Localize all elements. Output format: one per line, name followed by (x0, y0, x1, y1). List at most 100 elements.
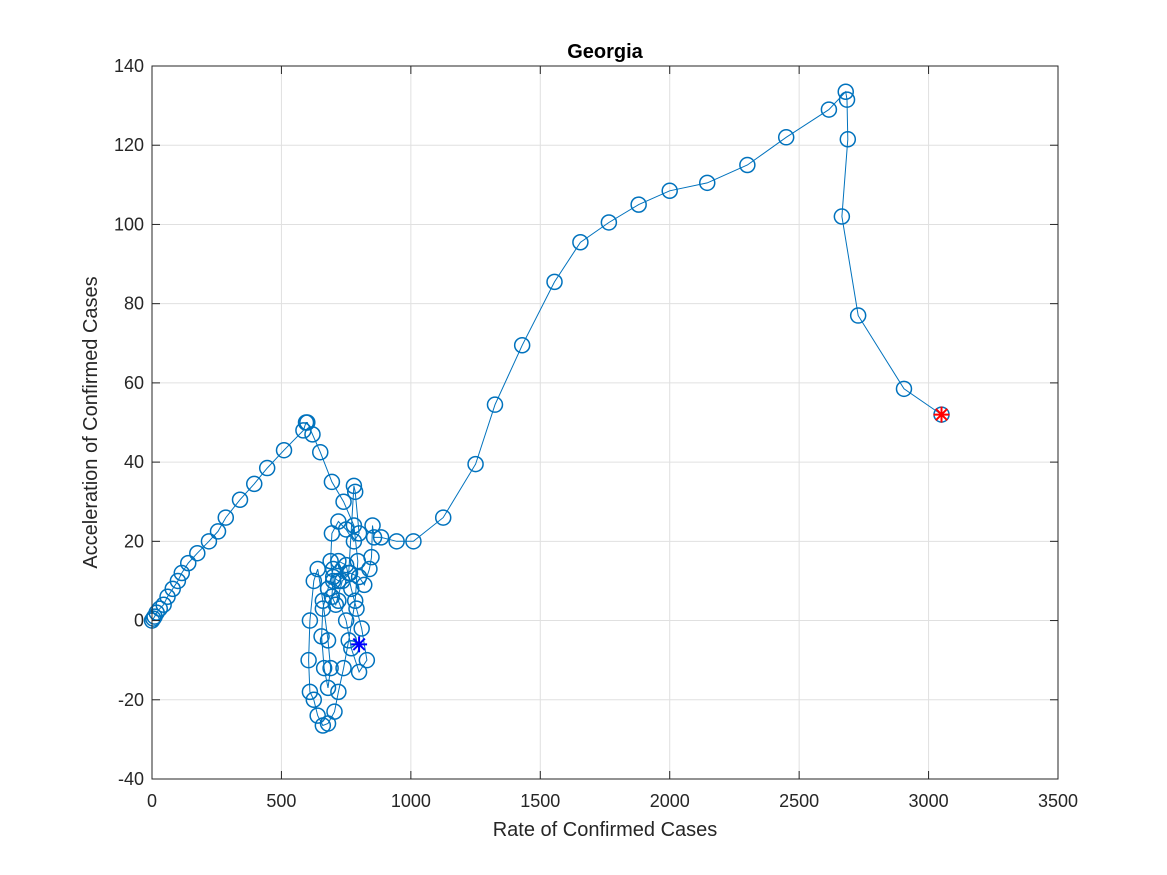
data-point (323, 588, 341, 606)
x-tick-label: 1500 (520, 791, 560, 811)
data-point (169, 572, 187, 590)
x-tick-label: 3500 (1038, 791, 1078, 811)
plot-area (152, 66, 1058, 779)
x-tick-label: 500 (266, 791, 296, 811)
x-tick-label: 3000 (909, 791, 949, 811)
data-point (275, 441, 293, 459)
data-point (245, 475, 263, 493)
data-point (231, 491, 249, 508)
data-point (209, 523, 227, 540)
y-tick-label: 80 (124, 294, 144, 314)
data-point (358, 651, 376, 669)
data-point (324, 572, 342, 590)
data-point (327, 596, 345, 613)
y-tick-label: -20 (118, 690, 144, 710)
data-point (319, 679, 337, 697)
data-point (353, 620, 370, 637)
y-tick-label: 60 (124, 373, 144, 393)
axes-box (151, 65, 1059, 780)
data-point (189, 544, 206, 562)
data-point (295, 422, 312, 439)
data-point (345, 477, 363, 495)
data-point (350, 568, 368, 586)
data-point (337, 521, 355, 538)
data-point (159, 588, 176, 606)
data-point (324, 568, 342, 586)
data-point (348, 600, 365, 617)
data-point (305, 691, 323, 709)
end-point-marker (933, 406, 950, 423)
data-point (350, 525, 368, 542)
data-point (322, 552, 339, 570)
data-point (322, 659, 339, 677)
data-point (330, 683, 347, 701)
data-point (312, 443, 329, 461)
y-tick-label: 20 (124, 531, 144, 551)
data-point (434, 509, 452, 526)
data-point (405, 533, 422, 550)
data-point (837, 83, 854, 100)
data-point (330, 552, 347, 570)
tick-labels: 0 500 1000 1500 2000 2500 3000 3500 -40 -20 0 20 40 6… (114, 56, 1078, 811)
data-point (600, 214, 618, 231)
data-point (777, 129, 795, 146)
data-point (345, 533, 363, 550)
data-point (337, 612, 355, 629)
data-point (364, 517, 381, 534)
data-point (314, 600, 332, 617)
x-axis-label: Rate of Confirmed Cases (493, 819, 718, 841)
data-point (179, 554, 197, 572)
data-point (200, 533, 218, 550)
data-point (164, 580, 181, 598)
data-point (630, 196, 647, 213)
data-point (315, 659, 333, 677)
data-point (698, 174, 716, 192)
data-point (365, 529, 383, 546)
data-point (361, 560, 378, 578)
y-tick-label: 40 (124, 452, 144, 472)
data-point (346, 592, 364, 609)
data-point (146, 608, 163, 625)
data-point (309, 707, 326, 724)
data-point (388, 533, 405, 550)
data-point (345, 517, 363, 534)
start-point-marker-stroke (352, 637, 366, 651)
axes (151, 65, 1059, 780)
data-point (335, 659, 352, 677)
data-point (833, 208, 851, 225)
data-point (739, 156, 756, 174)
data-point (305, 572, 323, 590)
data-point (313, 628, 330, 645)
data-point (572, 234, 589, 251)
data-point (258, 459, 276, 477)
data-point (350, 663, 368, 681)
data-point (301, 612, 319, 629)
data-point (301, 683, 319, 701)
data-point (546, 273, 563, 291)
y-tick-label: 100 (114, 214, 144, 234)
y-tick-label: 140 (114, 56, 144, 76)
data-point (849, 307, 867, 324)
data-point (341, 564, 359, 582)
data-point (486, 396, 504, 413)
data-point (304, 426, 321, 443)
x-tick-label: 1000 (391, 791, 431, 811)
y-tick-label: 120 (114, 135, 144, 155)
data-point (820, 101, 838, 118)
data-point (513, 337, 531, 354)
data-point (335, 493, 352, 510)
data-point (346, 483, 364, 501)
data-point (467, 455, 484, 473)
data-point (839, 131, 857, 148)
data-point (300, 651, 317, 669)
data-point (356, 576, 373, 594)
data-point (155, 596, 172, 613)
data-point (330, 572, 347, 590)
x-tick-label: 0 (147, 791, 157, 811)
y-tick-label: -40 (118, 769, 144, 789)
y-axis-label: Acceleration of Confirmed Cases (80, 276, 102, 568)
start-point-marker (351, 636, 368, 653)
data-point (838, 91, 856, 108)
data-point (363, 548, 380, 566)
